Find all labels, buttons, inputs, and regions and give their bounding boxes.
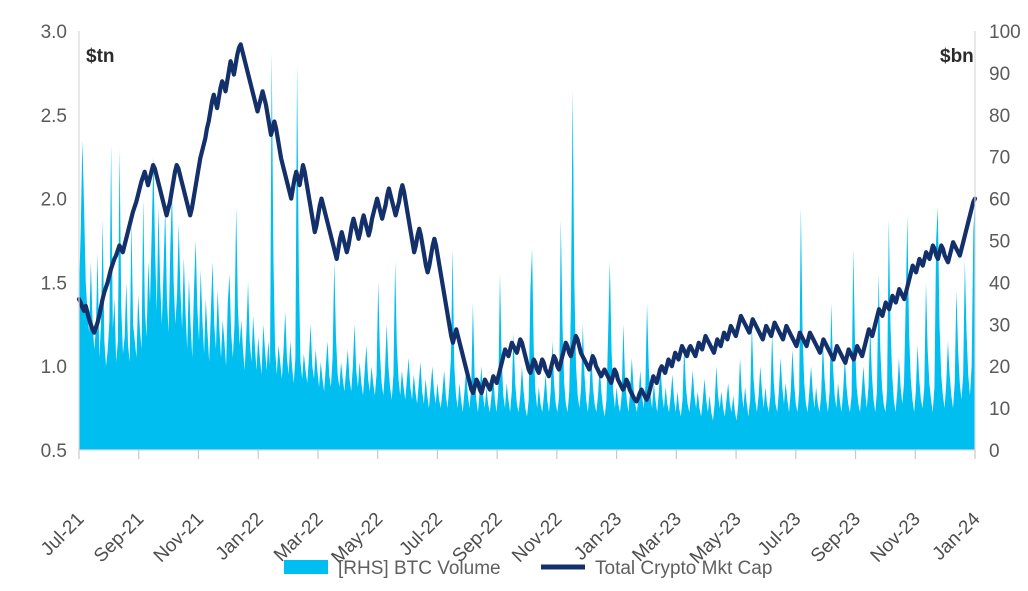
y-axis-left-unit: $tn [86,46,115,67]
y-axis-right-tick: 80 [989,106,1010,127]
y-axis-right-labels: 0 10 20 30 40 50 60 70 80 90 100 [989,22,1021,462]
y-axis-right-tick: 100 [989,22,1021,43]
y-axis-right-tick: 90 [989,64,1010,85]
y-axis-left-tick: 1.5 [41,273,67,294]
y-axis-left-tick: 3.0 [41,22,67,43]
y-axis-left-tick: 1.0 [41,357,67,378]
y-axis-right-tick: 50 [989,232,1010,253]
x-axis-tickmarks [78,450,976,459]
legend-label-btc-volume: [RHS] BTC Volume [338,558,501,579]
y-axis-right-tick: 0 [989,441,1000,462]
y-axis-left-tick: 0.5 [41,441,67,462]
series-btc-volume-area [79,51,975,450]
y-axis-left-tick: 2.0 [41,190,67,211]
y-axis-right-tick: 60 [989,190,1010,211]
y-axis-right-tick: 10 [989,399,1010,420]
y-axis-right-tick: 70 [989,148,1010,169]
y-axis-right-tick: 30 [989,315,1010,336]
chart-legend: [RHS] BTC Volume Total Crypto Mkt Cap [284,558,772,579]
plot-frame [78,31,976,451]
y-axis-right-tick: 40 [989,273,1010,294]
legend-swatch-btc-volume [284,560,328,574]
series-total-crypto-mkt-cap-line [76,42,978,404]
y-axis-left-tick: 2.5 [41,106,67,127]
y-axis-right-tick: 20 [989,357,1010,378]
legend-label-total-crypto-mkt-cap: Total Crypto Mkt Cap [595,558,772,579]
y-axis-left-labels: 0.5 1.0 1.5 2.0 2.5 3.0 [41,22,67,462]
y-axis-right-unit: $bn [940,46,974,67]
